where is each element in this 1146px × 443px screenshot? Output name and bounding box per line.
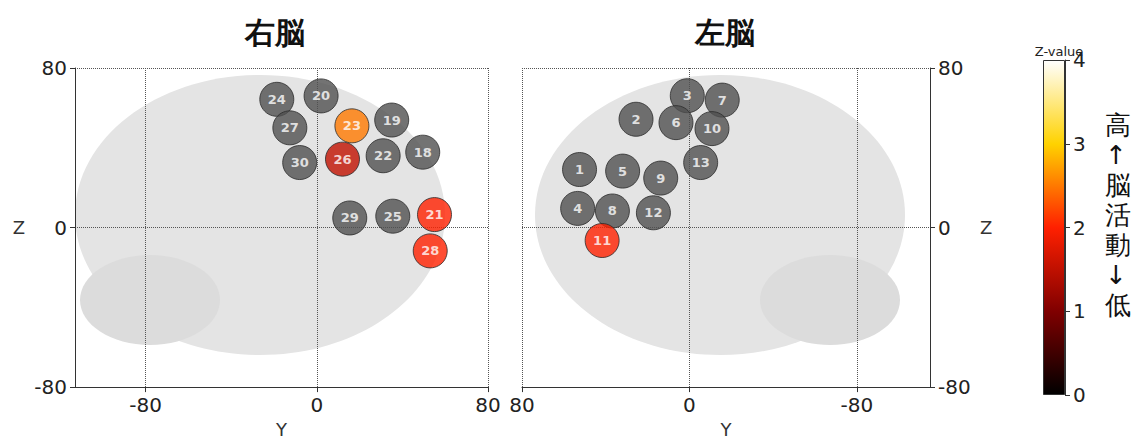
- svg-text:↑: ↑: [1105, 140, 1127, 170]
- svg-text:26: 26: [333, 152, 351, 167]
- svg-text:↓: ↓: [1105, 260, 1127, 290]
- svg-text:-80: -80: [840, 393, 873, 417]
- svg-text:3: 3: [683, 88, 692, 103]
- svg-text:80: 80: [42, 56, 67, 80]
- svg-text:21: 21: [425, 207, 443, 222]
- svg-text:-80: -80: [938, 375, 971, 399]
- svg-text:動: 動: [1105, 230, 1131, 260]
- svg-text:1: 1: [575, 162, 584, 177]
- svg-text:1: 1: [1073, 299, 1086, 323]
- svg-text:0: 0: [310, 393, 323, 417]
- svg-text:30: 30: [291, 155, 309, 170]
- svg-text:0: 0: [938, 216, 951, 240]
- svg-text:0: 0: [1073, 383, 1086, 407]
- svg-text:右脳: 右脳: [244, 15, 305, 50]
- svg-text:80: 80: [475, 393, 500, 417]
- svg-text:脳: 脳: [1105, 170, 1131, 200]
- svg-text:23: 23: [343, 118, 361, 133]
- svg-text:Y: Y: [720, 419, 733, 440]
- svg-text:Z-value: Z-value: [1035, 44, 1084, 59]
- svg-text:29: 29: [341, 210, 359, 225]
- svg-text:80: 80: [938, 56, 963, 80]
- svg-text:7: 7: [718, 93, 727, 108]
- svg-text:24: 24: [268, 92, 286, 107]
- svg-text:活: 活: [1105, 200, 1131, 230]
- svg-text:13: 13: [692, 155, 710, 170]
- svg-text:左脳: 左脳: [694, 15, 755, 50]
- svg-text:2: 2: [632, 112, 641, 127]
- svg-text:5: 5: [618, 164, 627, 179]
- svg-text:25: 25: [384, 209, 402, 224]
- svg-text:27: 27: [281, 120, 299, 135]
- svg-text:20: 20: [312, 88, 330, 103]
- svg-text:80: 80: [509, 393, 534, 417]
- svg-text:22: 22: [374, 148, 392, 163]
- svg-text:-80: -80: [34, 375, 67, 399]
- svg-text:4: 4: [1073, 48, 1086, 72]
- svg-text:28: 28: [421, 243, 439, 258]
- svg-text:8: 8: [608, 203, 617, 218]
- svg-text:9: 9: [656, 171, 665, 186]
- svg-text:4: 4: [573, 201, 582, 216]
- svg-text:高: 高: [1105, 110, 1131, 140]
- svg-text:11: 11: [593, 233, 611, 248]
- svg-text:12: 12: [644, 205, 662, 220]
- svg-text:0: 0: [54, 216, 67, 240]
- svg-text:Z: Z: [13, 217, 25, 238]
- svg-text:Z: Z: [980, 217, 992, 238]
- svg-text:18: 18: [414, 145, 432, 160]
- svg-text:6: 6: [671, 115, 680, 130]
- svg-text:2: 2: [1073, 216, 1086, 240]
- svg-text:10: 10: [703, 121, 721, 136]
- svg-text:19: 19: [383, 113, 401, 128]
- svg-text:Y: Y: [275, 419, 288, 440]
- svg-text:-80: -80: [129, 393, 162, 417]
- svg-text:低: 低: [1105, 290, 1131, 320]
- svg-text:0: 0: [683, 393, 696, 417]
- svg-text:3: 3: [1073, 132, 1086, 156]
